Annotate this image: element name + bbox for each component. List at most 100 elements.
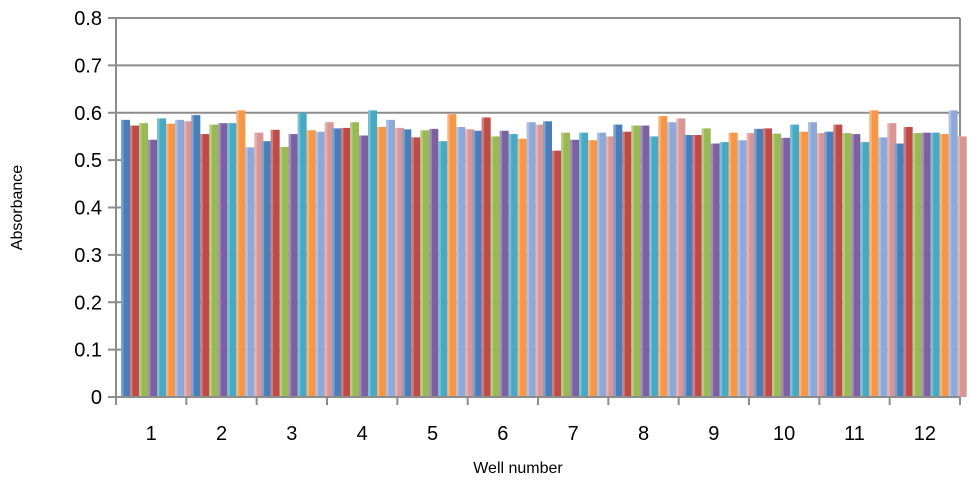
bar-highlight	[447, 114, 450, 397]
bar	[472, 130, 482, 397]
x-tick-label: 5	[427, 423, 438, 445]
bar	[517, 138, 527, 397]
axes	[115, 18, 961, 405]
bar-highlight	[552, 150, 555, 397]
bar-highlight	[420, 130, 423, 397]
bar-highlight	[261, 141, 265, 397]
bar-highlight	[121, 119, 124, 397]
x-tick-label: 1	[146, 423, 157, 445]
bar	[438, 141, 448, 397]
y-axis-title: Absorbance	[9, 165, 26, 250]
bar	[279, 146, 289, 397]
bar-highlight	[579, 132, 582, 397]
bar	[402, 129, 412, 398]
bar-highlight	[157, 118, 160, 397]
bar	[939, 134, 949, 397]
bar-highlight	[411, 137, 414, 397]
bar-highlight	[561, 132, 564, 397]
bar	[270, 129, 280, 397]
x-tick-label: 10	[773, 423, 795, 445]
bar-highlight	[692, 135, 696, 398]
bar-highlight	[166, 123, 169, 398]
bar	[218, 123, 228, 398]
bar	[297, 112, 307, 397]
bar-highlight	[851, 134, 854, 397]
bar-highlight	[368, 110, 371, 397]
bar	[456, 126, 466, 398]
bar	[710, 143, 720, 397]
bar-highlight	[359, 135, 362, 398]
bar-highlight	[499, 130, 503, 397]
bar	[851, 134, 861, 397]
bar-highlight	[245, 147, 248, 397]
bar	[613, 124, 623, 397]
x-tick-label: 12	[914, 423, 936, 445]
bar	[597, 132, 606, 397]
bar-highlight	[921, 132, 925, 397]
bar-highlight	[438, 141, 441, 397]
bar-highlight	[315, 131, 319, 397]
bar-highlight	[465, 129, 468, 398]
bar	[579, 132, 588, 397]
bar-highlight	[200, 134, 203, 397]
bar-highlight	[306, 130, 310, 397]
x-tick-label: 4	[357, 423, 368, 445]
bar	[878, 137, 888, 397]
bar	[411, 137, 421, 397]
bar-highlight	[517, 138, 521, 397]
bar	[719, 142, 729, 397]
bar	[683, 135, 693, 398]
x-tick-label: 6	[497, 423, 508, 445]
bar	[306, 130, 316, 397]
bar-highlight	[894, 143, 898, 397]
bar	[676, 118, 686, 397]
bar-highlight	[808, 122, 811, 397]
bar-highlight	[903, 126, 907, 398]
bar-highlight	[508, 134, 512, 397]
y-tick-label: 0	[91, 387, 102, 409]
bar-highlight	[833, 124, 836, 397]
x-tick-label: 11	[844, 423, 865, 445]
bar-highlight	[939, 134, 943, 397]
bar-highlight	[799, 131, 802, 397]
bar-highlight	[737, 140, 741, 398]
bar-highlight	[386, 119, 389, 397]
bar	[184, 121, 193, 397]
bar	[799, 131, 808, 397]
bar-highlight	[710, 143, 714, 397]
bar-highlight	[543, 121, 546, 397]
bar	[245, 147, 255, 397]
bar-highlight	[597, 132, 600, 397]
bar-highlight	[676, 118, 679, 397]
x-tick-label: 8	[638, 423, 649, 445]
bar	[175, 119, 184, 397]
bar-highlight	[456, 126, 459, 398]
bar-highlight	[227, 123, 230, 398]
bar	[490, 136, 500, 397]
bar-highlight	[350, 122, 353, 397]
bar-highlight	[930, 132, 934, 397]
x-tick-label: 2	[216, 423, 227, 445]
bar	[869, 110, 879, 397]
bar-highlight	[606, 136, 609, 397]
bar	[903, 126, 913, 398]
bar	[640, 125, 650, 397]
bar-highlight	[570, 139, 573, 397]
x-tick-label: 9	[708, 423, 719, 445]
bar	[948, 110, 958, 397]
bar-highlight	[763, 128, 766, 398]
x-axis-title: Well number	[473, 460, 563, 477]
bar-highlight	[631, 125, 634, 397]
bar-highlight	[332, 128, 335, 398]
bar	[894, 143, 904, 397]
bar-highlight	[948, 110, 952, 397]
bar	[552, 150, 561, 397]
bar-highlight	[957, 136, 961, 397]
bar	[737, 140, 747, 398]
bar	[261, 141, 271, 397]
bar	[130, 125, 139, 397]
bar	[465, 129, 475, 398]
bar-highlight	[667, 122, 670, 397]
bar	[808, 122, 817, 397]
bar	[535, 124, 545, 397]
